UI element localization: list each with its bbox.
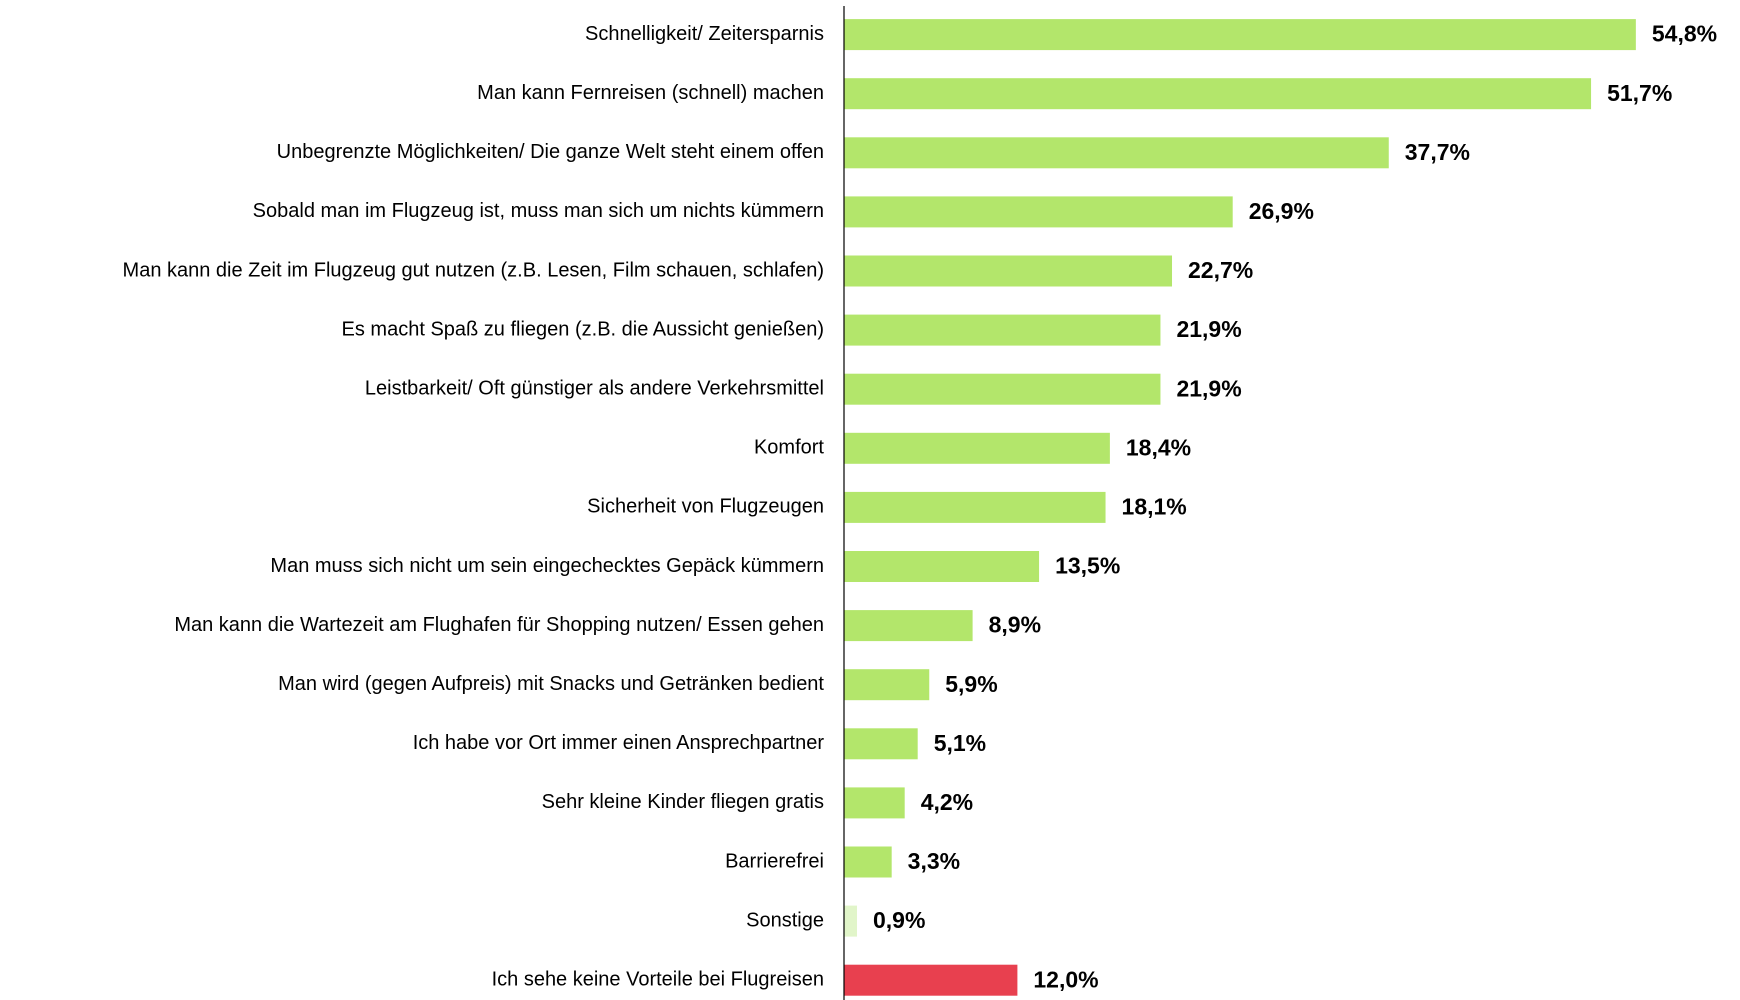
value-label: 22,7% <box>1188 257 1253 283</box>
category-label: Sehr kleine Kinder fliegen gratis <box>542 791 824 813</box>
value-label: 5,9% <box>945 671 997 697</box>
category-label: Komfort <box>754 437 824 459</box>
category-label: Sonstige <box>746 909 824 931</box>
category-label: Leistbarkeit/ Oft günstiger als andere V… <box>365 377 824 399</box>
value-label: 5,1% <box>934 730 986 756</box>
value-label: 4,2% <box>921 789 973 815</box>
value-label: 21,9% <box>1176 375 1241 401</box>
category-label: Man kann die Zeit im Flugzeug gut nutzen… <box>123 259 824 281</box>
value-label: 8,9% <box>989 612 1041 638</box>
category-label: Ich habe vor Ort immer einen Ansprechpar… <box>413 732 825 754</box>
category-label: Barrierefrei <box>725 850 824 872</box>
value-label: 13,5% <box>1055 553 1120 579</box>
bar <box>844 491 1106 523</box>
category-label: Sobald man im Flugzeug ist, muss man sic… <box>253 200 824 222</box>
bar <box>844 551 1040 582</box>
category-label: Unbegrenzte Möglichkeiten/ Die ganze Wel… <box>277 141 824 163</box>
bar <box>844 196 1233 228</box>
value-label: 37,7% <box>1405 139 1470 165</box>
bar <box>844 728 918 760</box>
category-label: Man kann Fernreisen (schnell) machen <box>477 82 824 104</box>
value-label: 21,9% <box>1176 316 1241 342</box>
bar <box>844 669 930 701</box>
value-label: 26,9% <box>1249 198 1314 224</box>
bar <box>844 255 1173 287</box>
category-label: Man muss sich nicht um sein eingecheckte… <box>270 555 824 577</box>
bar <box>844 432 1110 464</box>
bar <box>844 610 973 642</box>
value-label: 0,9% <box>873 907 925 933</box>
category-label: Man wird (gegen Aufpreis) mit Snacks und… <box>278 673 824 695</box>
bar <box>844 787 905 819</box>
value-label: 51,7% <box>1607 80 1672 106</box>
value-label: 54,8% <box>1652 21 1717 47</box>
category-label: Schnelligkeit/ Zeitersparnis <box>585 23 824 45</box>
bar <box>844 964 1018 996</box>
value-label: 3,3% <box>908 848 960 874</box>
category-label: Man kann die Wartezeit am Flughafen für … <box>174 614 824 636</box>
bar <box>844 314 1161 346</box>
bar <box>844 373 1161 405</box>
bar <box>844 905 858 937</box>
bar <box>844 846 892 878</box>
value-label: 12,0% <box>1033 966 1098 992</box>
category-label: Es macht Spaß zu fliegen (z.B. die Aussi… <box>342 318 824 340</box>
value-label: 18,4% <box>1126 434 1191 460</box>
category-label: Sicherheit von Flugzeugen <box>587 496 824 518</box>
bar <box>844 78 1592 110</box>
category-label: Ich sehe keine Vorteile bei Flugreisen <box>492 968 824 990</box>
value-label: 18,1% <box>1122 493 1187 519</box>
bar <box>844 19 1636 51</box>
bar <box>844 137 1389 169</box>
